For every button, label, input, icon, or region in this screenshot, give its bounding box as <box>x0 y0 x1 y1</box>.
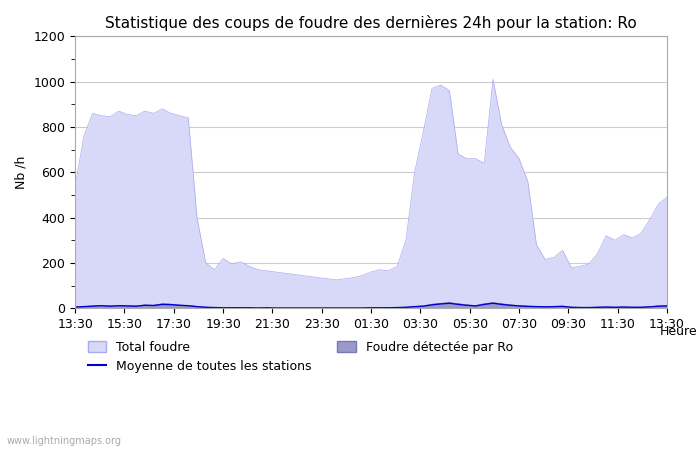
Title: Statistique des coups de foudre des dernières 24h pour la station: Ro: Statistique des coups de foudre des dern… <box>105 15 637 31</box>
X-axis label: Heure: Heure <box>660 324 698 338</box>
Legend: Total foudre, Moyenne de toutes les stations, Foudre détectée par Ro: Total foudre, Moyenne de toutes les stat… <box>83 336 517 378</box>
Text: www.lightningmaps.org: www.lightningmaps.org <box>7 436 122 446</box>
Y-axis label: Nb /h: Nb /h <box>15 156 28 189</box>
